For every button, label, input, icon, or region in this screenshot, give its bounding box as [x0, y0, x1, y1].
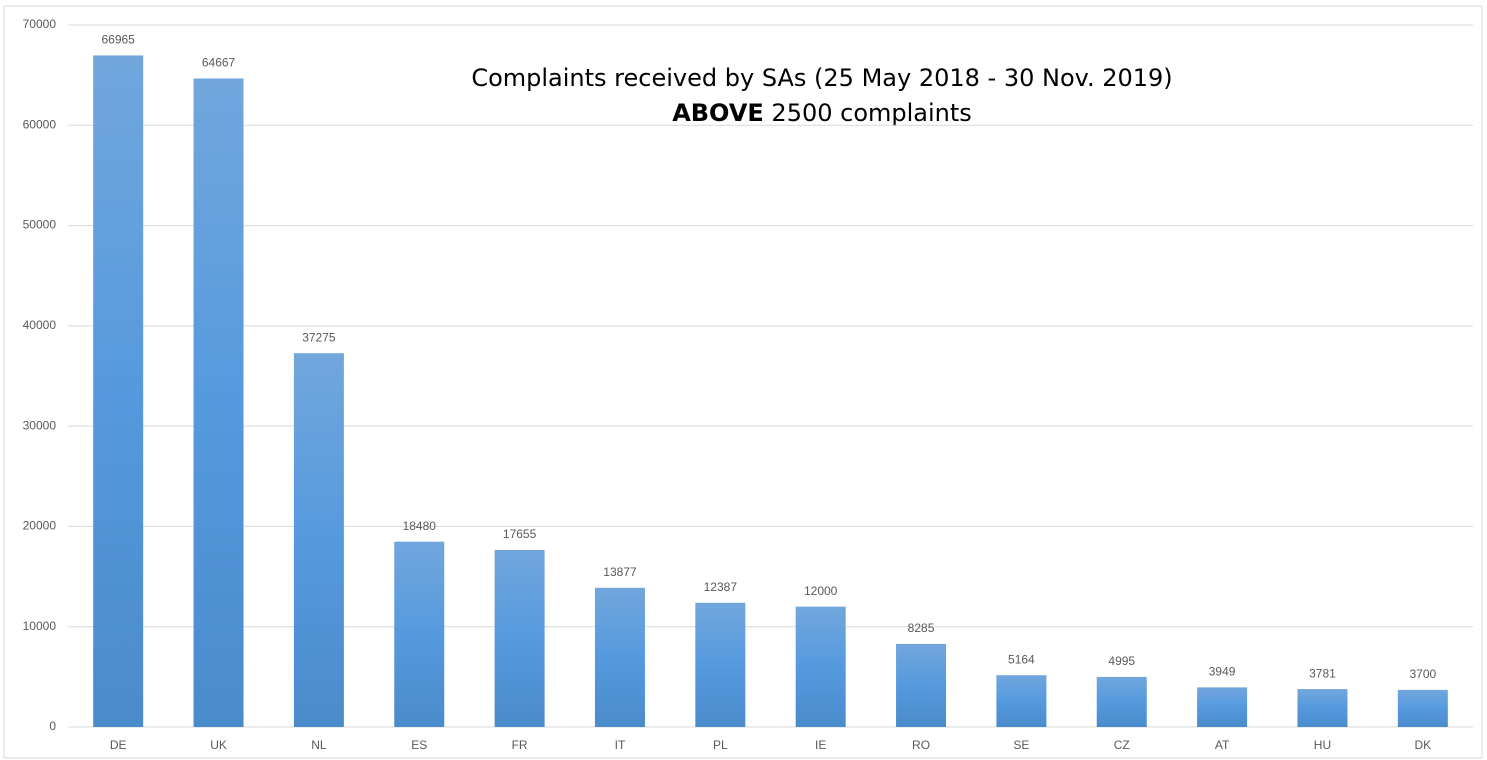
bar	[1297, 689, 1348, 727]
bar	[795, 606, 846, 727]
y-tick-label: 50000	[23, 218, 57, 232]
data-label: 3949	[1209, 665, 1236, 679]
bar	[996, 675, 1047, 727]
x-tick-label: PL	[713, 738, 728, 752]
subtitle-rest: 2500 complaints	[771, 99, 971, 127]
data-label: 66965	[101, 33, 135, 47]
x-tick-label: HU	[1314, 738, 1331, 752]
x-tick-label: FR	[512, 738, 528, 752]
data-label: 12387	[704, 580, 738, 594]
x-tick-label: SE	[1013, 738, 1029, 752]
y-tick-label: 40000	[23, 318, 57, 332]
x-tick-label: UK	[210, 738, 227, 752]
y-tick-label: 0	[49, 719, 56, 733]
y-tick-label: 70000	[23, 17, 57, 31]
data-label: 18480	[403, 519, 437, 533]
data-label: 37275	[302, 330, 336, 344]
data-label: 12000	[804, 584, 838, 598]
x-tick-label: IT	[615, 738, 626, 752]
bar	[1096, 676, 1147, 727]
bar	[1397, 689, 1448, 727]
bar	[193, 78, 244, 728]
y-tick-label: 10000	[23, 619, 57, 633]
bar	[93, 55, 144, 728]
y-tick-label: 30000	[23, 418, 57, 432]
bar	[394, 541, 445, 727]
data-label: 17655	[503, 527, 537, 541]
bar	[293, 353, 344, 727]
y-tick-label: 60000	[23, 117, 57, 131]
x-tick-label: IE	[815, 738, 826, 752]
bar	[896, 643, 947, 727]
x-tick-label: CZ	[1114, 738, 1130, 752]
bar	[695, 602, 746, 727]
chart-title: Complaints received by SAs (25 May 2018 …	[471, 64, 1172, 92]
bar	[1197, 687, 1248, 727]
x-tick-label: DE	[110, 738, 127, 752]
bar	[494, 549, 545, 727]
x-tick-label: RO	[912, 738, 930, 752]
data-label: 3781	[1309, 666, 1336, 680]
data-label: 13877	[603, 565, 637, 579]
y-tick-label: 20000	[23, 519, 57, 533]
bar	[594, 587, 645, 727]
x-tick-label: DK	[1414, 738, 1431, 752]
chart-subtitle: ABOVE 2500 complaints	[672, 99, 972, 127]
data-label: 64667	[202, 56, 236, 70]
x-tick-label: ES	[411, 738, 427, 752]
data-label: 3700	[1409, 667, 1436, 681]
data-label: 4995	[1108, 654, 1135, 668]
x-tick-label: NL	[311, 738, 327, 752]
x-tick-label: AT	[1215, 738, 1230, 752]
data-label: 5164	[1008, 652, 1035, 666]
subtitle-bold: ABOVE	[672, 99, 764, 127]
data-label: 8285	[908, 621, 935, 635]
chart-border	[3, 5, 1483, 759]
